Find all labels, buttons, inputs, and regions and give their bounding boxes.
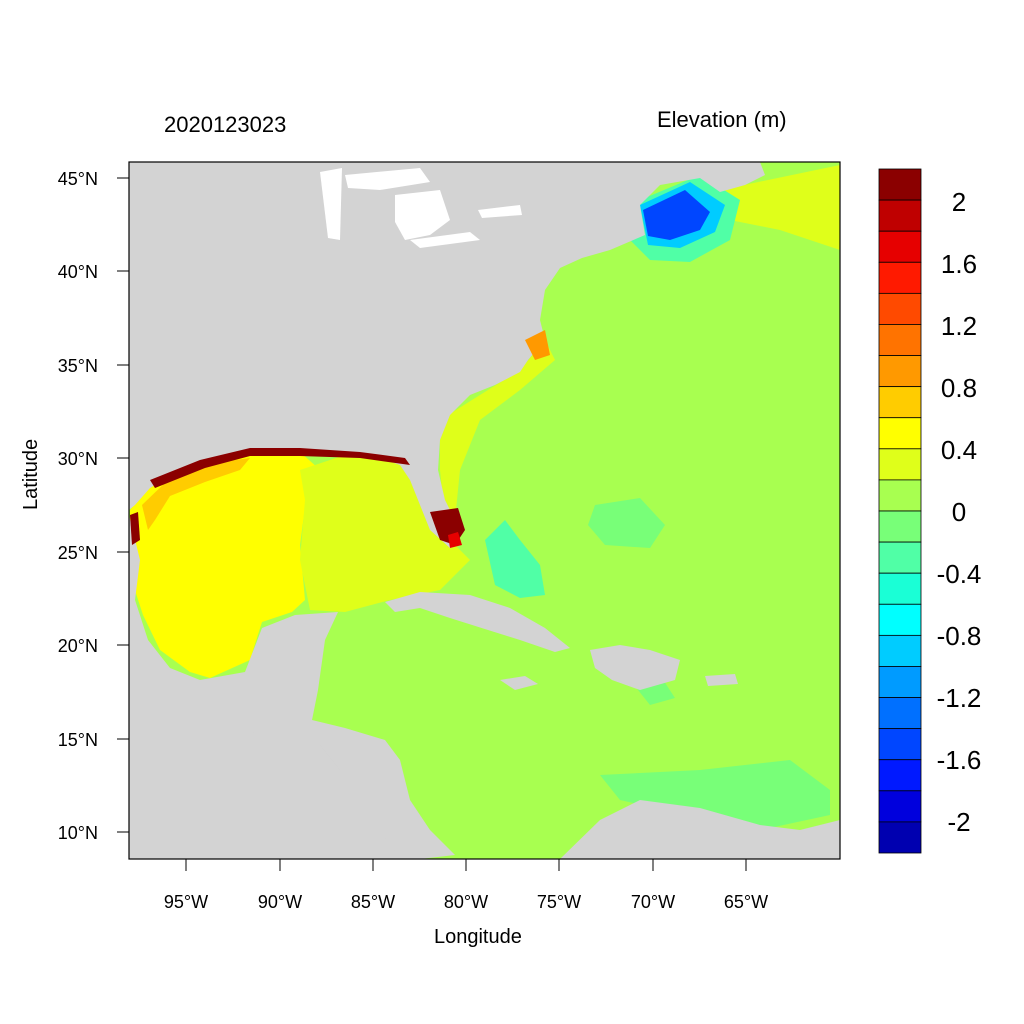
lat-tick-label: 35°N (58, 356, 98, 376)
colorbar-swatch (878, 790, 922, 823)
central-america-south-land (129, 720, 400, 859)
lake-ontario (478, 205, 522, 218)
colorbar-label: -2 (947, 807, 970, 837)
colorbar-swatch (878, 697, 922, 730)
colorbar-swatch (878, 261, 922, 294)
lat-axis: 45°N 40°N 35°N 30°N 25°N 20°N 15°N 10°N (58, 169, 129, 843)
colorbar-label: 1.6 (941, 249, 977, 279)
colorbar-label: 0 (952, 497, 966, 527)
jamaica-land (500, 676, 538, 690)
lon-tick-label: 70°W (631, 892, 675, 912)
gulf-west-field (130, 452, 318, 678)
colorbar-swatch (878, 666, 922, 698)
colorbar-labels: 2 1.6 1.2 0.8 0.4 0 -0.4 -0.8 -1.2 -1.6 … (937, 187, 982, 837)
lon-tick-label: 75°W (537, 892, 581, 912)
lon-tick-label: 65°W (724, 892, 768, 912)
colorbar-swatch (878, 759, 922, 792)
hispaniola-land (590, 645, 680, 690)
lon-tick-label: 90°W (258, 892, 302, 912)
colorbar-label: -0.8 (937, 621, 982, 651)
puerto-rico-land (705, 674, 738, 686)
colorbar-swatch (878, 572, 922, 605)
colorbar-swatch (878, 292, 922, 325)
lat-tick-label: 30°N (58, 449, 98, 469)
new-england-field-3 (643, 190, 710, 240)
colorbar-swatch (878, 168, 922, 201)
map-date-label: 2020123023 (164, 112, 287, 137)
colorbar-swatch (878, 386, 922, 419)
louisiana-shelf-field (142, 458, 250, 530)
lon-tick-label: 85°W (351, 892, 395, 912)
south-america-land (560, 800, 840, 859)
colorbar-label: -1.2 (937, 683, 982, 713)
colorbar-label: 2 (952, 187, 966, 217)
colorbar-label: 0.4 (941, 435, 977, 465)
colorbar-label: -0.4 (937, 559, 982, 589)
lat-tick-label: 45°N (58, 169, 98, 189)
carolina-field (525, 330, 550, 360)
colorbar-swatch (878, 728, 922, 761)
lat-tick-label: 25°N (58, 543, 98, 563)
colorbar-label: 0.8 (941, 373, 977, 403)
lat-tick-label: 10°N (58, 823, 98, 843)
colorbar-swatch (878, 417, 922, 450)
colorbar-swatch (878, 821, 922, 854)
colorbar-swatch (878, 634, 922, 667)
lake-erie (410, 232, 480, 248)
map-frame (128, 161, 841, 860)
lake-michigan (320, 168, 342, 240)
bahamas-field (485, 520, 545, 598)
florida-surge-peak (448, 532, 462, 548)
colorbar-swatch (878, 448, 922, 481)
colorbar (878, 168, 922, 854)
colorbar-label: -1.6 (937, 745, 982, 775)
lat-tick-label: 15°N (58, 730, 98, 750)
lake-superior (345, 168, 430, 190)
colorbar-swatch (878, 230, 922, 263)
ocean-eddy-field (588, 498, 665, 548)
lon-tick-label: 95°W (164, 892, 208, 912)
lat-tick-label: 20°N (58, 636, 98, 656)
texas-flood-strip (130, 512, 140, 545)
colorbar-swatch (878, 541, 922, 574)
variable-label: Elevation (m) (657, 107, 787, 132)
cuba-land (385, 592, 570, 652)
colorbar-swatch (878, 603, 922, 636)
lake-huron (395, 190, 450, 240)
caribbean-south-field (600, 760, 830, 830)
colorbar-swatch (878, 324, 922, 356)
lon-axis: 95°W 90°W 85°W 80°W 75°W 70°W 65°W (164, 859, 768, 912)
colorbar-swatch (878, 199, 922, 232)
atlantic-shelf-field (440, 340, 555, 520)
colorbar-label: 1.2 (941, 311, 977, 341)
lon-tick-label: 80°W (444, 892, 488, 912)
lat-tick-label: 40°N (58, 262, 98, 282)
x-axis-title: Longitude (434, 926, 522, 948)
map-plot-area (129, 162, 840, 859)
colorbar-swatch (878, 355, 922, 388)
colorbar-swatch (878, 510, 922, 543)
gulf-east-field (300, 450, 470, 612)
northeast-positive-field (720, 165, 840, 250)
colorbar-swatch (878, 479, 922, 512)
gulf-coast-flood-strip (150, 448, 410, 488)
